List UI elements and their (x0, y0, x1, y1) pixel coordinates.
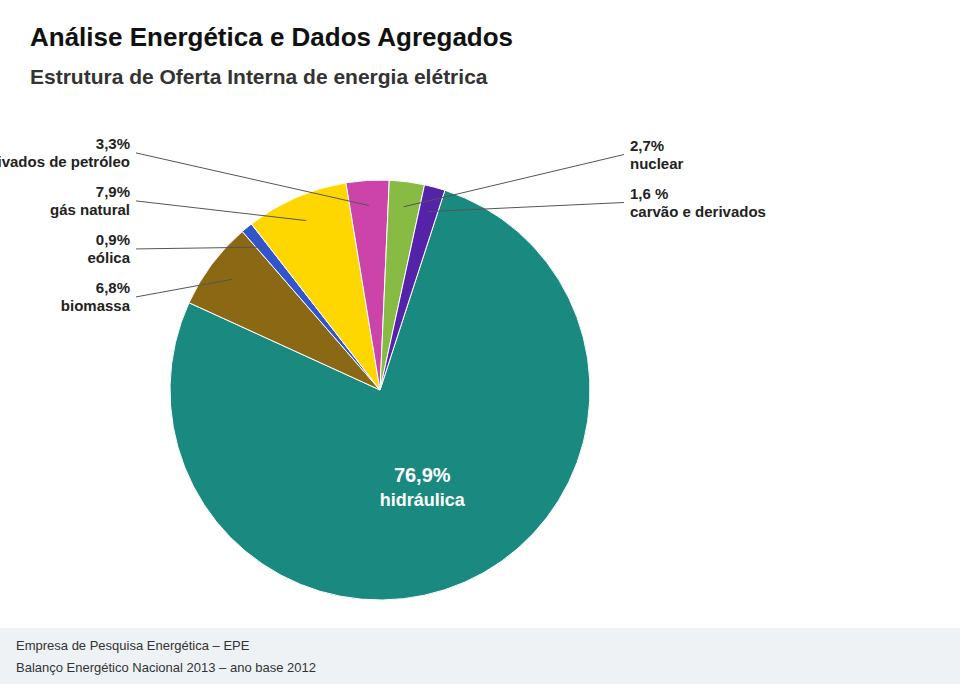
data-label: 6,8% (96, 279, 130, 296)
data-label: 3,3% (96, 135, 130, 152)
pie-slice (380, 185, 445, 390)
category-label: nuclear (630, 155, 684, 172)
leader-line (428, 203, 624, 212)
data-label: 1,6 % (630, 185, 668, 202)
data-label: 76,9% (394, 464, 451, 486)
subtitle: Estrutura de Oferta Interna de energia e… (30, 65, 488, 88)
leader-line (136, 279, 232, 297)
labels: 76,9% hidráulica 3,3%derivados de petróleo… (0, 135, 766, 510)
category-label: carvão e derivados (630, 203, 766, 220)
leader-line (136, 247, 263, 249)
leader-line (136, 153, 369, 206)
data-label: 0,9% (96, 231, 130, 248)
category-label: biomassa (61, 297, 131, 314)
category-label: hidráulica (380, 490, 466, 510)
footer (0, 628, 960, 684)
category-label: derivados de petróleo (0, 153, 130, 170)
slices (170, 180, 590, 600)
chart: Análise Energética e Dados Agregados Estr… (0, 0, 960, 684)
title: Análise Energética e Dados Agregados (30, 22, 513, 52)
leader-line (404, 155, 624, 207)
footer-note: Empresa de Pesquisa Energética – EPE (16, 638, 250, 653)
data-label: 7,9% (96, 183, 130, 200)
category-label: eólica (87, 249, 130, 266)
data-label: 2,7% (630, 137, 664, 154)
category-label: gás natural (50, 201, 130, 218)
footer-note: Balanço Energético Nacional 2013 – ano b… (16, 660, 316, 675)
leader-line (136, 201, 306, 221)
